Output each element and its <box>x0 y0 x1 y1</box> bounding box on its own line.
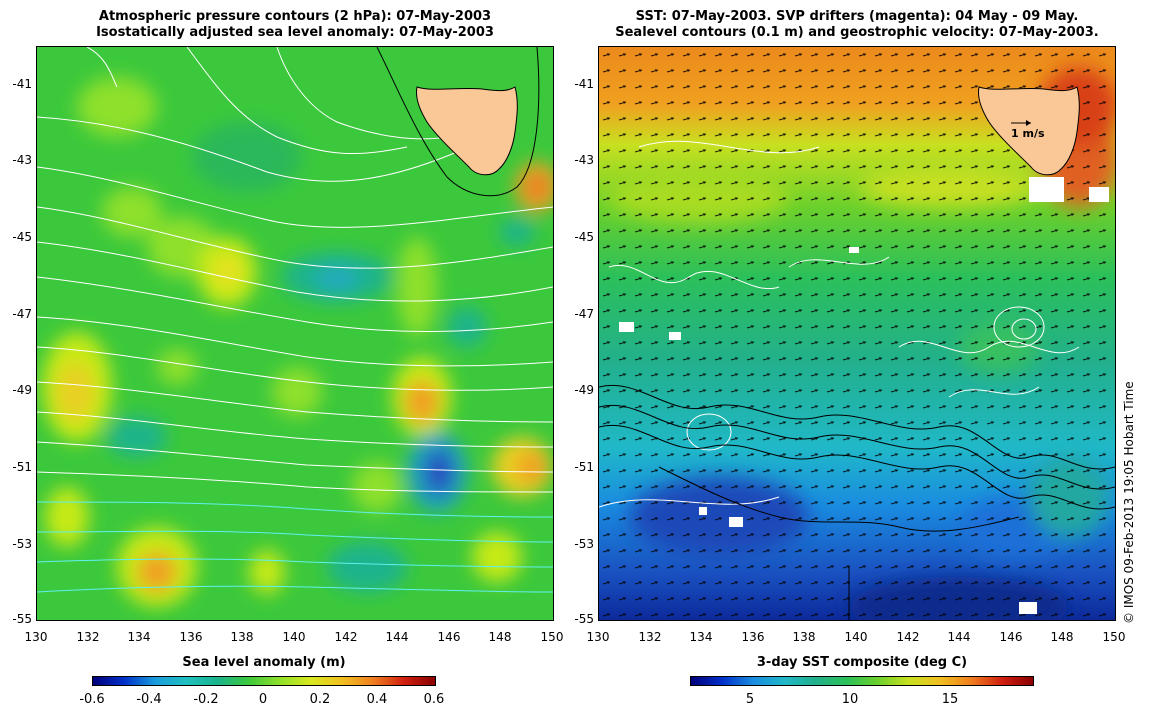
left-title-line1: Atmospheric pressure contours (2 hPa): 0… <box>98 9 492 24</box>
right-title: SST: 07-May-2003. SVP drifters (magenta)… <box>598 9 1116 41</box>
left-ytick-label: -51 <box>12 460 32 474</box>
left-xtick-label: 130 <box>24 630 48 644</box>
right-ytick-label: -49 <box>574 383 594 397</box>
right-xtick-label: 134 <box>689 630 713 644</box>
sst-colorbar <box>690 676 1034 686</box>
right-xtick-label: 132 <box>638 630 662 644</box>
left-xtick-label: 148 <box>488 630 512 644</box>
right-xtick-label: 138 <box>792 630 816 644</box>
right-xtick-label: 142 <box>896 630 920 644</box>
sla-colorbar <box>92 676 436 686</box>
left-title-line2: Isostatically adjusted sea level anomaly… <box>96 25 494 40</box>
left-xtick-label: 134 <box>127 630 151 644</box>
right-xtick-label: 136 <box>741 630 765 644</box>
left-colorbar-tick: 0.6 <box>423 692 445 707</box>
current-streamlines <box>599 384 1115 620</box>
left-colorbar-tick: 0 <box>258 692 268 707</box>
left-ytick-label: -41 <box>12 77 32 91</box>
right-ytick-label: -53 <box>574 537 594 551</box>
left-ytick-label: -53 <box>12 537 32 551</box>
right-ytick-label: -47 <box>574 307 594 321</box>
left-xtick-label: 136 <box>179 630 203 644</box>
right-xtick-label: 150 <box>1102 630 1126 644</box>
right-xtick-label: 144 <box>947 630 971 644</box>
right-ytick-label: -45 <box>574 230 594 244</box>
left-colorbar-tick: -0.6 <box>79 692 105 707</box>
left-ytick-label: -55 <box>12 612 32 626</box>
right-ytick-label: -43 <box>574 153 594 167</box>
right-colorbar-title: 3-day SST composite (deg C) <box>756 655 968 670</box>
scale-arrow-label: 1 m/s <box>1011 127 1045 140</box>
right-ytick-label: -41 <box>574 77 594 91</box>
left-ytick-label: -47 <box>12 307 32 321</box>
right-title-line2: Sealevel contours (0.1 m) and geostrophi… <box>615 25 1099 40</box>
right-colorbar-tick: 5 <box>745 692 755 707</box>
left-colorbar-tick: -0.4 <box>136 692 162 707</box>
tasmania-landmass <box>416 86 518 176</box>
left-ytick-label: -43 <box>12 153 32 167</box>
left-colorbar-tick: 0.4 <box>366 692 388 707</box>
sealevel-contours <box>599 140 1080 508</box>
right-xtick-label: 130 <box>586 630 610 644</box>
left-xtick-label: 140 <box>282 630 306 644</box>
left-ytick-label: -49 <box>12 383 32 397</box>
bathymetry-contour <box>376 47 540 197</box>
right-title-line1: SST: 07-May-2003. SVP drifters (magenta)… <box>635 9 1079 24</box>
sst-map[interactable]: 1 m/s <box>598 46 1116 621</box>
left-colorbar-title: Sea level anomaly (m) <box>182 655 346 670</box>
imos-credit: © IMOS 09-Feb-2013 19:05 Hobart Time <box>1122 381 1136 624</box>
left-ytick-label: -45 <box>12 230 32 244</box>
left-title: Atmospheric pressure contours (2 hPa): 0… <box>37 9 553 41</box>
right-xtick-label: 148 <box>1050 630 1074 644</box>
sea-level-anomaly-map[interactable] <box>36 46 554 621</box>
right-ytick-label: -51 <box>574 460 594 474</box>
cloud-mask <box>619 177 1109 614</box>
left-xtick-label: 142 <box>334 630 358 644</box>
right-xtick-label: 146 <box>999 630 1023 644</box>
left-xtick-label: 150 <box>540 630 564 644</box>
right-colorbar-tick: 10 <box>841 692 859 707</box>
right-xtick-label: 140 <box>844 630 868 644</box>
sea-level-anomaly-plot <box>37 47 553 620</box>
pressure-contours-low <box>37 501 553 593</box>
pressure-contours <box>37 47 553 493</box>
tasmania-landmass-sst <box>978 86 1080 176</box>
left-xtick-label: 138 <box>230 630 254 644</box>
left-xtick-label: 132 <box>76 630 100 644</box>
left-colorbar-tick: 0.2 <box>309 692 331 707</box>
sla-field <box>42 77 553 607</box>
sst-plot <box>599 47 1115 620</box>
left-colorbar-tick: -0.2 <box>193 692 219 707</box>
left-xtick-label: 146 <box>437 630 461 644</box>
right-colorbar-tick: 15 <box>941 692 959 707</box>
right-ytick-label: -55 <box>574 612 594 626</box>
left-xtick-label: 144 <box>385 630 409 644</box>
velocity-scale-arrow <box>1011 120 1031 126</box>
